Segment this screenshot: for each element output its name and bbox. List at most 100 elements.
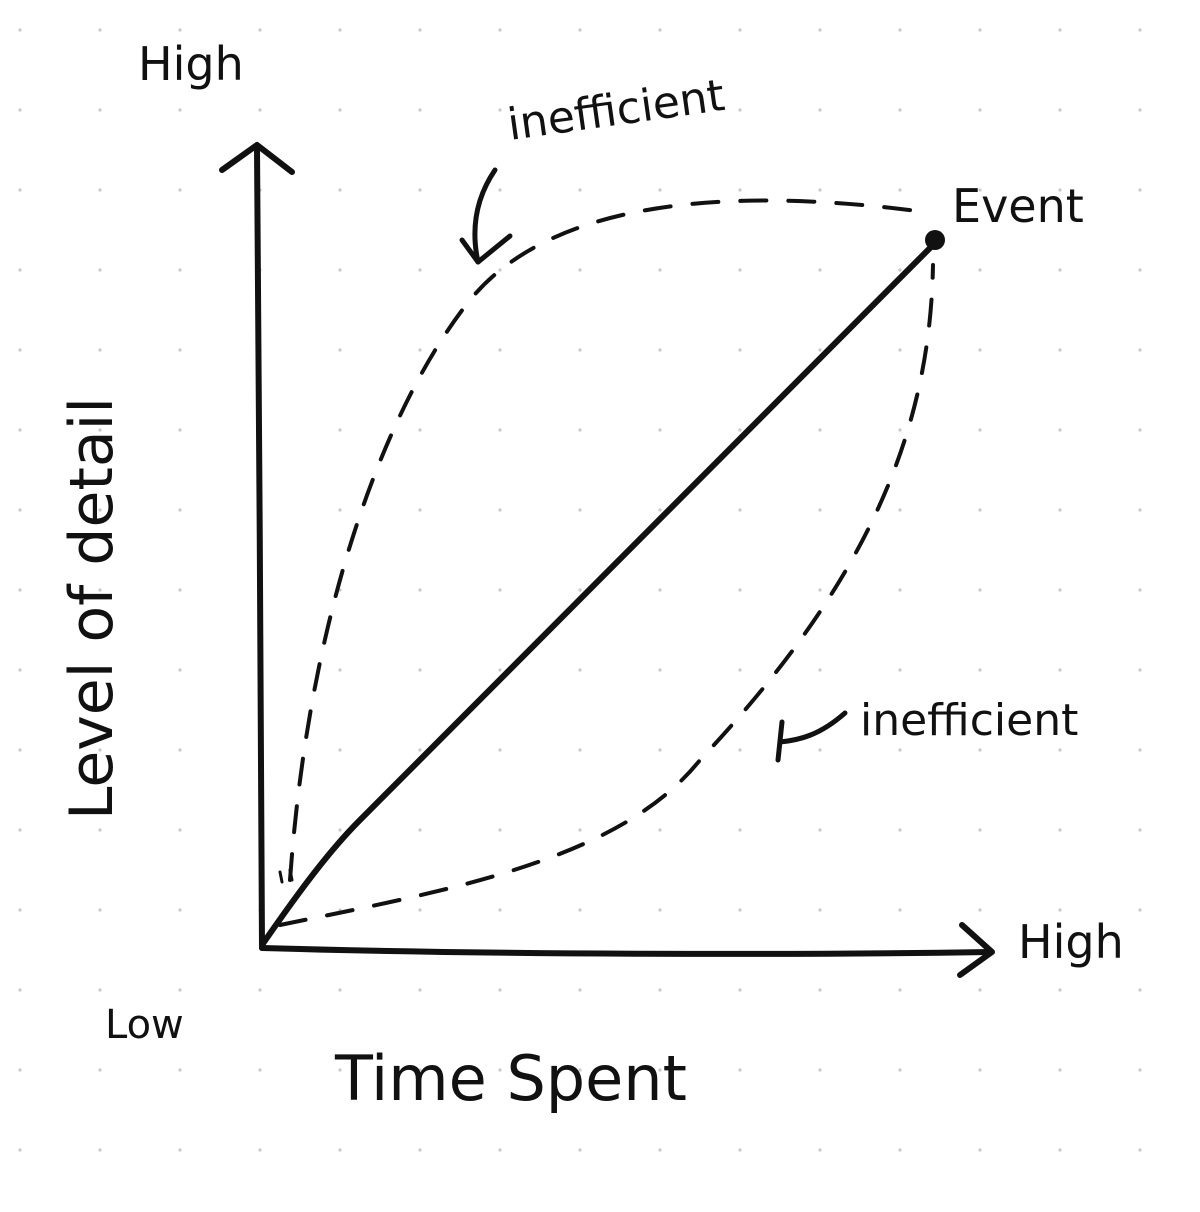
grid-dot bbox=[98, 668, 102, 672]
grid-dot bbox=[178, 348, 182, 352]
upper-inefficient-curve bbox=[288, 198, 927, 882]
grid-dot bbox=[338, 828, 342, 832]
grid-dot bbox=[18, 1068, 22, 1072]
grid-dot bbox=[658, 268, 662, 272]
grid-dot bbox=[18, 748, 22, 752]
grid-dot bbox=[1058, 588, 1062, 592]
grid-dot bbox=[1138, 28, 1142, 32]
grid-dot bbox=[738, 748, 742, 752]
grid-dot bbox=[98, 908, 102, 912]
grid-dot bbox=[978, 668, 982, 672]
upper-curve-pointer-arrow bbox=[472, 167, 498, 265]
grid-dot bbox=[338, 1148, 342, 1152]
grid-dot bbox=[818, 828, 822, 832]
grid-dot bbox=[978, 428, 982, 432]
grid-dot bbox=[1058, 748, 1062, 752]
grid-dot bbox=[498, 1068, 502, 1072]
grid-dot bbox=[178, 1148, 182, 1152]
grid-dot bbox=[178, 268, 182, 272]
grid-dot bbox=[178, 668, 182, 672]
grid-dot bbox=[898, 668, 902, 672]
grid-dot bbox=[98, 828, 102, 832]
grid-dot bbox=[898, 588, 902, 592]
grid-dot bbox=[338, 348, 342, 352]
grid-dot bbox=[818, 268, 822, 272]
grid-dot bbox=[978, 1068, 982, 1072]
grid-dot bbox=[898, 908, 902, 912]
grid-dot bbox=[738, 428, 742, 432]
grid-dot bbox=[658, 108, 662, 112]
grid-dot bbox=[898, 428, 902, 432]
grid-dot bbox=[178, 988, 182, 992]
upper-curve-pointer-arrowhead bbox=[459, 233, 513, 265]
y-axis-title: Level of detail bbox=[57, 397, 127, 820]
grid-dot bbox=[338, 988, 342, 992]
x-axis-high-label: High bbox=[1018, 915, 1124, 969]
efficient-line bbox=[259, 240, 938, 948]
grid-dot bbox=[658, 28, 662, 32]
grid-dot bbox=[1138, 428, 1142, 432]
grid-dot bbox=[258, 1068, 262, 1072]
grid-dot bbox=[98, 988, 102, 992]
grid-dot bbox=[898, 268, 902, 272]
grid-dot bbox=[258, 108, 262, 112]
grid-dot bbox=[18, 988, 22, 992]
grid-dot bbox=[578, 668, 582, 672]
grid-dot bbox=[418, 828, 422, 832]
grid-dot bbox=[738, 348, 742, 352]
lower-curve-label: inefficient bbox=[860, 695, 1078, 746]
origin-tick-marks bbox=[278, 868, 294, 884]
grid-dot bbox=[578, 1068, 582, 1072]
grid-dot bbox=[418, 348, 422, 352]
grid-dot bbox=[578, 1148, 582, 1152]
grid-dot bbox=[498, 188, 502, 192]
x-axis-title: Time Spent bbox=[334, 1042, 687, 1115]
lower-curve-pointer-arrowhead bbox=[775, 719, 785, 763]
grid-dot bbox=[658, 908, 662, 912]
lower-curve-pointer-arrow bbox=[777, 710, 848, 745]
grid-dot bbox=[98, 748, 102, 752]
grid-dot bbox=[818, 588, 822, 592]
grid-dot bbox=[178, 1068, 182, 1072]
grid-dot bbox=[18, 188, 22, 192]
grid-dot bbox=[418, 988, 422, 992]
grid-dot bbox=[498, 348, 502, 352]
grid-dot bbox=[978, 108, 982, 112]
grid-dot bbox=[1058, 348, 1062, 352]
grid-dot bbox=[98, 428, 102, 432]
grid-dot bbox=[338, 108, 342, 112]
grid-dot bbox=[578, 188, 582, 192]
grid-dot bbox=[818, 188, 822, 192]
grid-dot bbox=[18, 108, 22, 112]
grid-dot bbox=[1058, 508, 1062, 512]
grid-dot bbox=[18, 428, 22, 432]
grid-dot bbox=[578, 588, 582, 592]
grid-dot bbox=[658, 828, 662, 832]
lower-inefficient-curve bbox=[278, 263, 935, 927]
grid-dot bbox=[818, 28, 822, 32]
grid-dot bbox=[1058, 1068, 1062, 1072]
grid-dot bbox=[658, 1148, 662, 1152]
grid-dot bbox=[18, 908, 22, 912]
grid-dot bbox=[738, 1068, 742, 1072]
grid-dot bbox=[498, 668, 502, 672]
grid-dot bbox=[898, 348, 902, 352]
grid-dot bbox=[1058, 1148, 1062, 1152]
grid-dot bbox=[178, 508, 182, 512]
grid-dot bbox=[978, 348, 982, 352]
grid-dot bbox=[1138, 668, 1142, 672]
grid-dot bbox=[18, 668, 22, 672]
grid-dot bbox=[898, 1148, 902, 1152]
grid-dot bbox=[1138, 108, 1142, 112]
grid-dot bbox=[898, 1068, 902, 1072]
grid-dot bbox=[818, 348, 822, 352]
grid-dot bbox=[338, 188, 342, 192]
grid-dot bbox=[658, 1068, 662, 1072]
grid-dot bbox=[418, 428, 422, 432]
grid-dot bbox=[498, 428, 502, 432]
grid-dot bbox=[418, 108, 422, 112]
grid-dot bbox=[738, 988, 742, 992]
grid-dot bbox=[418, 1068, 422, 1072]
grid-dot bbox=[1058, 188, 1062, 192]
grid-dot bbox=[1138, 748, 1142, 752]
